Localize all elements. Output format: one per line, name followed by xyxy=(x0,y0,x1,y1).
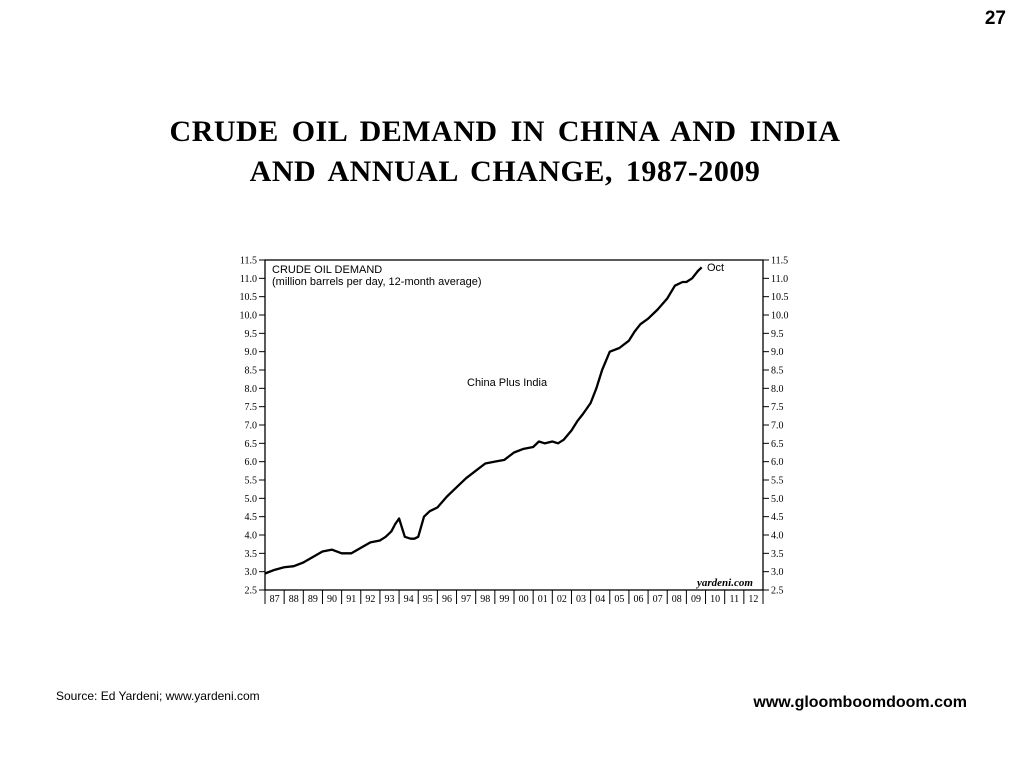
y-tick-label-right: 2.5 xyxy=(771,586,784,597)
y-tick-label-left: 4.0 xyxy=(245,531,258,542)
y-tick-label-left: 7.5 xyxy=(245,402,258,413)
x-tick-label: 89 xyxy=(308,594,318,605)
plot-frame xyxy=(264,259,764,591)
y-axis-right: 2.5 3.0 3.5 4.0 4.5 5.0 5.5 6.0 6.5 7.0 7.5 8.0 8.5 9… xyxy=(763,256,789,597)
x-tick-label: 05 xyxy=(614,594,624,605)
y-tick-label-right: 7.0 xyxy=(771,421,784,432)
x-tick-label: 07 xyxy=(653,594,663,605)
y-tick-label-left: 7.0 xyxy=(245,421,258,432)
x-tick-label: 97 xyxy=(461,594,471,605)
y-tick-label-left: 5.0 xyxy=(245,494,258,505)
y-tick-label-left: 11.5 xyxy=(240,256,257,267)
x-tick-label: 91 xyxy=(346,594,356,605)
x-tick-label: 08 xyxy=(672,594,682,605)
y-tick-label-right: 3.5 xyxy=(771,549,784,560)
x-tick-label: 88 xyxy=(289,594,299,605)
x-tick-label: 12 xyxy=(748,594,758,605)
x-tick-label: 95 xyxy=(423,594,433,605)
y-tick-label-left: 3.5 xyxy=(245,549,258,560)
y-tick-label-left: 6.5 xyxy=(245,439,258,450)
y-tick-label-right: 5.0 xyxy=(771,494,784,505)
y-tick-label-right: 4.0 xyxy=(771,531,784,542)
y-tick-label-right: 11.0 xyxy=(771,274,788,285)
crude-oil-demand-chart: 2.5 3.0 3.5 4.0 4.5 5.0 5.5 6.0 6.5 7.0 7.5 8.0 8.5 9… xyxy=(225,248,805,618)
x-tick-label: 98 xyxy=(480,594,490,605)
website-link[interactable]: www.gloomboomdoom.com xyxy=(753,694,967,711)
y-tick-label-right: 8.0 xyxy=(771,384,784,395)
x-tick-label: 06 xyxy=(634,594,644,605)
y-tick-label-left: 9.5 xyxy=(245,329,258,340)
x-tick-label: 01 xyxy=(538,594,548,605)
chart-title: CRUDE OIL DEMAND xyxy=(272,264,382,276)
y-tick-label-right: 6.5 xyxy=(771,439,784,450)
y-tick-label-right: 3.0 xyxy=(771,567,784,578)
y-tick-label-left: 3.0 xyxy=(245,567,258,578)
credit-label: yardeni.com xyxy=(695,577,753,589)
source-note: Source: Ed Yardeni; www.yardeni.com xyxy=(56,689,260,703)
y-tick-label-right: 9.0 xyxy=(771,347,784,358)
x-tick-label: 02 xyxy=(557,594,567,605)
slide-title-line-1: CRUDE OIL DEMAND IN CHINA AND INDIA xyxy=(169,115,841,148)
x-tick-label: 96 xyxy=(442,594,452,605)
y-tick-label-right: 5.5 xyxy=(771,476,784,487)
y-tick-label-left: 8.5 xyxy=(245,366,258,377)
y-tick-label-left: 8.0 xyxy=(245,384,258,395)
y-tick-label-left: 4.5 xyxy=(245,512,258,523)
chart-svg: 2.5 3.0 3.5 4.0 4.5 5.0 5.5 6.0 6.5 7.0 7.5 8.0 8.5 9… xyxy=(240,256,789,606)
y-tick-label-right: 10.5 xyxy=(771,292,789,303)
y-tick-label-left: 2.5 xyxy=(245,586,258,597)
series-label: China Plus India xyxy=(467,377,548,389)
y-tick-label-left: 11.0 xyxy=(240,274,257,285)
x-tick-label: 93 xyxy=(385,594,395,605)
x-tick-label: 90 xyxy=(327,594,337,605)
y-tick-label-left: 5.5 xyxy=(245,476,258,487)
slide-title: CRUDE OIL DEMAND IN CHINA AND INDIA AND … xyxy=(0,112,1010,192)
y-tick-label-right: 7.5 xyxy=(771,402,784,413)
y-axis-left: 2.5 3.0 3.5 4.0 4.5 5.0 5.5 6.0 6.5 7.0 7.5 8.0 8.5 9… xyxy=(240,256,265,597)
y-tick-label-left: 10.5 xyxy=(240,292,258,303)
x-axis: 87 88 89 90 91 92 93 94 95 96 97 98 99 00 01 02 03 04 05 06… xyxy=(264,590,764,605)
end-annotation: Oct xyxy=(707,262,724,274)
y-tick-label-right: 10.0 xyxy=(771,311,789,322)
x-tick-label: 99 xyxy=(499,594,509,605)
y-tick-label-left: 6.0 xyxy=(245,457,258,468)
x-tick-label: 92 xyxy=(365,594,375,605)
y-tick-label-right: 9.5 xyxy=(771,329,784,340)
y-tick-label-right: 6.0 xyxy=(771,457,784,468)
chart-subtitle: (million barrels per day, 12-month avera… xyxy=(272,276,482,288)
x-tick-label: 03 xyxy=(576,594,586,605)
page-number: 27 xyxy=(984,8,1006,29)
y-tick-label-right: 8.5 xyxy=(771,366,784,377)
y-tick-label-left: 10.0 xyxy=(240,311,258,322)
y-tick-label-right: 11.5 xyxy=(771,256,788,267)
y-tick-label-right: 4.5 xyxy=(771,512,784,523)
x-tick-label: 10 xyxy=(710,594,720,605)
series-line-china-plus-india xyxy=(264,266,703,575)
x-tick-label: 94 xyxy=(404,594,414,605)
x-tick-label: 11 xyxy=(729,594,739,605)
x-tick-label: 04 xyxy=(595,594,605,605)
x-tick-label: 87 xyxy=(270,594,280,605)
x-tick-label: 00 xyxy=(519,594,529,605)
slide-title-line-2: AND ANNUAL CHANGE, 1987-2009 xyxy=(249,155,761,188)
y-tick-label-left: 9.0 xyxy=(245,347,258,358)
x-tick-label: 09 xyxy=(691,594,701,605)
